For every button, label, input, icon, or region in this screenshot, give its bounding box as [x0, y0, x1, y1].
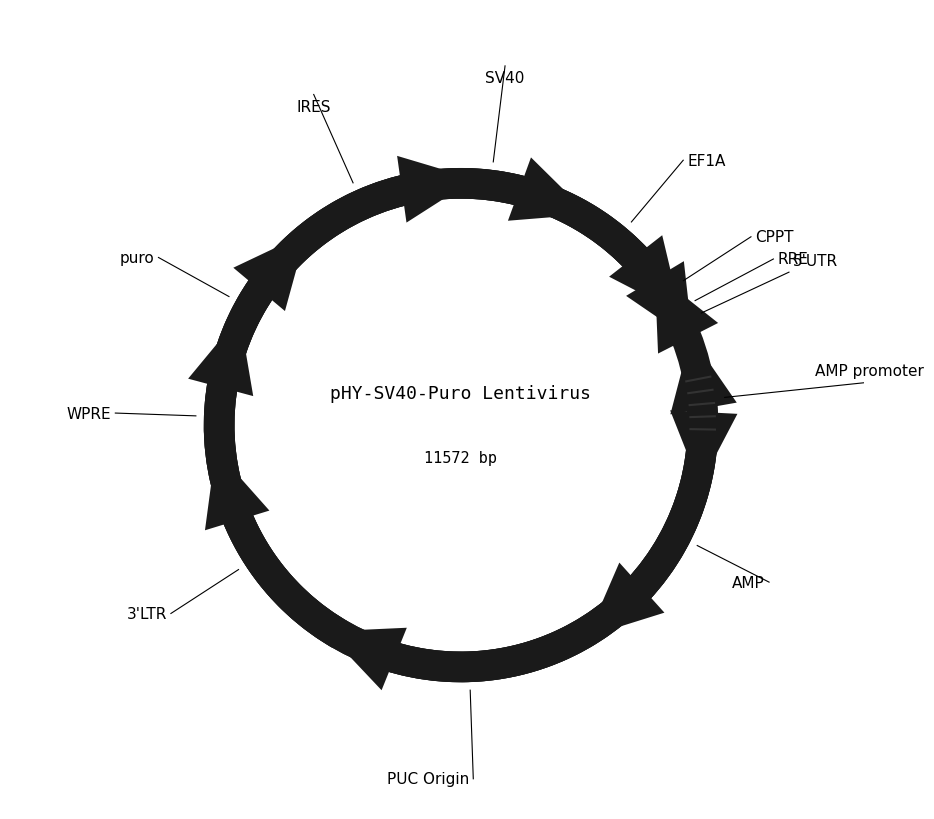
Polygon shape [397, 156, 474, 224]
Text: 11572 bp: 11572 bp [424, 450, 498, 465]
Polygon shape [326, 628, 407, 690]
Text: RRE: RRE [777, 252, 808, 267]
Text: IRES: IRES [296, 99, 331, 115]
Polygon shape [215, 491, 347, 648]
Polygon shape [204, 169, 718, 682]
Polygon shape [204, 359, 242, 488]
Text: AMP: AMP [732, 575, 765, 590]
Polygon shape [204, 169, 718, 682]
Polygon shape [671, 337, 737, 414]
Polygon shape [613, 446, 717, 617]
Polygon shape [508, 158, 588, 221]
Polygon shape [364, 601, 623, 682]
Polygon shape [205, 450, 269, 531]
Polygon shape [439, 169, 549, 213]
Text: pHY-SV40-Puro Lentivirus: pHY-SV40-Puro Lentivirus [331, 384, 591, 402]
Polygon shape [587, 563, 664, 637]
Polygon shape [644, 274, 681, 309]
Polygon shape [188, 317, 253, 396]
Polygon shape [655, 274, 718, 354]
Text: SV40: SV40 [486, 70, 525, 86]
Polygon shape [686, 390, 718, 439]
Text: puro: puro [120, 251, 154, 265]
Polygon shape [273, 171, 430, 271]
Text: CPPT: CPPT [755, 230, 794, 245]
Text: 5'UTR: 5'UTR [793, 254, 838, 269]
Text: EF1A: EF1A [687, 153, 726, 169]
Text: PUC Origin: PUC Origin [387, 771, 469, 786]
Text: 3'LTR: 3'LTR [126, 606, 167, 622]
Polygon shape [234, 233, 306, 312]
Text: WPRE: WPRE [66, 406, 111, 421]
Polygon shape [670, 411, 738, 486]
Polygon shape [215, 260, 288, 360]
Polygon shape [626, 262, 693, 342]
Polygon shape [609, 236, 681, 314]
Polygon shape [549, 189, 663, 287]
Text: AMP promoter: AMP promoter [814, 364, 924, 378]
